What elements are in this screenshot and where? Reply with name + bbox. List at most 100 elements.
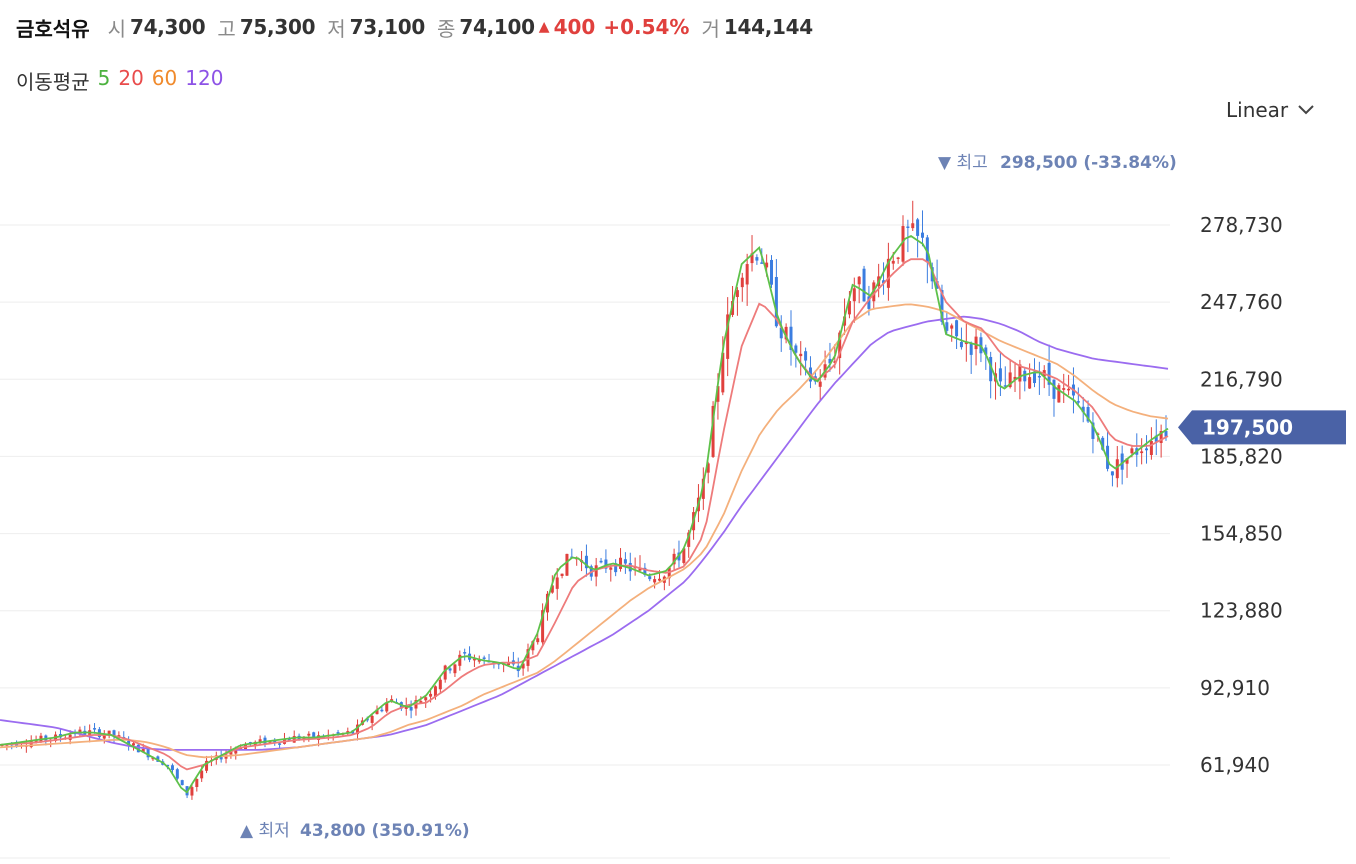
candle-body (882, 280, 886, 284)
candle-body (1086, 407, 1090, 422)
candle-body (998, 368, 1002, 382)
candle-body (599, 560, 603, 563)
y-axis: 278,730 247,760 216,790 185,820 154,850 123,8… (1200, 213, 1283, 777)
candle-body (1013, 376, 1017, 380)
candle-body (229, 751, 233, 755)
candle-body (565, 553, 569, 576)
ma5-line (0, 234, 1169, 794)
candle-body (750, 253, 754, 264)
candle-body (131, 743, 135, 746)
candle-body (672, 553, 676, 565)
change-percent: +0.54% (603, 15, 690, 39)
candle-body (609, 567, 613, 570)
candle-body (1115, 459, 1119, 479)
ma60-line (0, 303, 1169, 759)
candle-body (200, 770, 204, 779)
candle-body (784, 326, 788, 340)
candle-body (560, 573, 564, 576)
current-price-label: 197,500 (1202, 415, 1293, 439)
volume-label: 거 (701, 16, 720, 41)
candle-body (15, 743, 19, 747)
candle-body (205, 760, 209, 771)
candle-body (438, 679, 442, 690)
scale-select-value: Linear (1226, 98, 1289, 122)
candle-body (643, 567, 647, 575)
candle-body (594, 565, 598, 577)
candle-body (653, 579, 657, 583)
y-tick-label: 92,910 (1200, 676, 1270, 700)
y-tick-label: 123,880 (1200, 599, 1283, 623)
candle-body (896, 257, 900, 260)
candle-body (989, 356, 993, 382)
candle-body (545, 593, 549, 613)
candle-body (107, 730, 111, 736)
candle-body (375, 709, 379, 715)
candle-body (463, 652, 467, 654)
candle-body (170, 765, 174, 771)
candle-body (1164, 431, 1168, 437)
candle-body (667, 567, 671, 579)
candle-body (429, 693, 433, 697)
candle-body (682, 548, 686, 563)
candle-body (1101, 437, 1105, 450)
candle-body (507, 663, 511, 666)
candle-body (521, 663, 525, 669)
candle-body (716, 386, 720, 402)
candle-body (278, 743, 282, 745)
candle-body (804, 351, 808, 361)
candle-body (901, 226, 905, 262)
candle-body (536, 638, 540, 643)
moving-average-legend[interactable]: 이동평균 5 20 60 120 (16, 66, 223, 95)
scale-select[interactable]: Linear (1226, 98, 1314, 122)
up-triangle-icon: ▲ (538, 19, 550, 35)
candle-body (726, 314, 730, 359)
candle-body (1130, 448, 1134, 454)
candle-body (448, 668, 452, 671)
candle-body (1110, 471, 1114, 476)
open-value: 74,300 (130, 15, 206, 39)
change-value: 400 (553, 15, 596, 39)
low-marker-label: ▲ 최저 (240, 821, 290, 841)
candle-body (847, 301, 851, 315)
candle-body (1125, 458, 1129, 464)
ma60-label: 60 (151, 66, 178, 90)
candle-body (258, 739, 262, 743)
candle-body (1145, 448, 1149, 451)
candle-body (443, 665, 447, 680)
current-price-tag: 197,500 (1178, 410, 1346, 445)
candle-body (925, 237, 929, 263)
candle-body (93, 728, 97, 730)
candle-body (1159, 431, 1163, 444)
candle-body (721, 352, 725, 393)
candle-body (482, 657, 486, 659)
candle-body (175, 769, 179, 779)
candle-body (779, 327, 783, 339)
candle-body (886, 258, 890, 288)
y-tick-label: 185,820 (1200, 444, 1283, 468)
candle-body (862, 268, 866, 302)
candle-body (891, 260, 895, 264)
close-value: 74,100 (459, 15, 535, 39)
candle-body (477, 659, 481, 662)
candle-body (146, 748, 150, 758)
high-marker-label: ▼ 최고 (938, 153, 988, 173)
ma120-line (0, 315, 1169, 751)
stock-name: 금호석유 (16, 16, 90, 41)
candle-body (312, 732, 316, 739)
candle-body (453, 664, 457, 674)
candle-body (770, 259, 774, 285)
candle-body (346, 731, 350, 733)
candle-body (541, 610, 545, 643)
candle-body (774, 276, 778, 327)
candle-body (916, 219, 920, 236)
y-tick-label: 61,940 (1200, 753, 1270, 777)
extreme-markers: ▼ 최고 298,500 (-33.84%) ▲ 최저 43,800 (350.91%… (240, 153, 1177, 841)
candle-body (955, 320, 959, 337)
candle-body (190, 787, 194, 796)
candle-body (419, 701, 423, 703)
candle-body (818, 381, 822, 387)
candle-body (794, 345, 798, 353)
candle-body (555, 577, 559, 589)
ma20-line (0, 258, 1169, 771)
